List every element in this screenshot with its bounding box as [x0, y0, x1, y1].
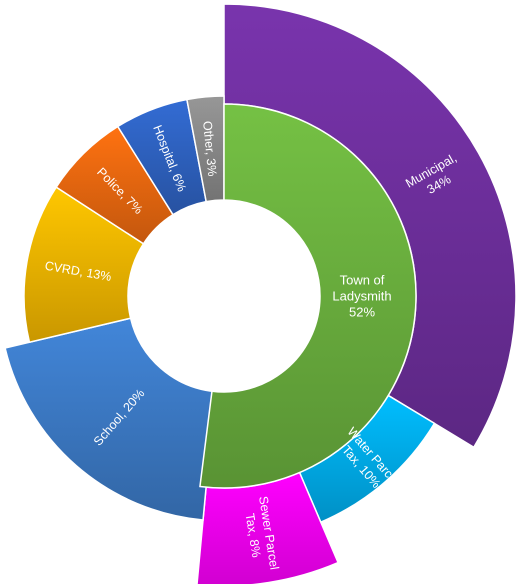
label-other: Other, 3% — [200, 120, 219, 177]
slice-school — [4, 317, 216, 521]
slice-town-of-ladysmith — [199, 103, 417, 489]
label-town-of-ladysmith: Town of Ladysmith 52% — [332, 273, 391, 320]
